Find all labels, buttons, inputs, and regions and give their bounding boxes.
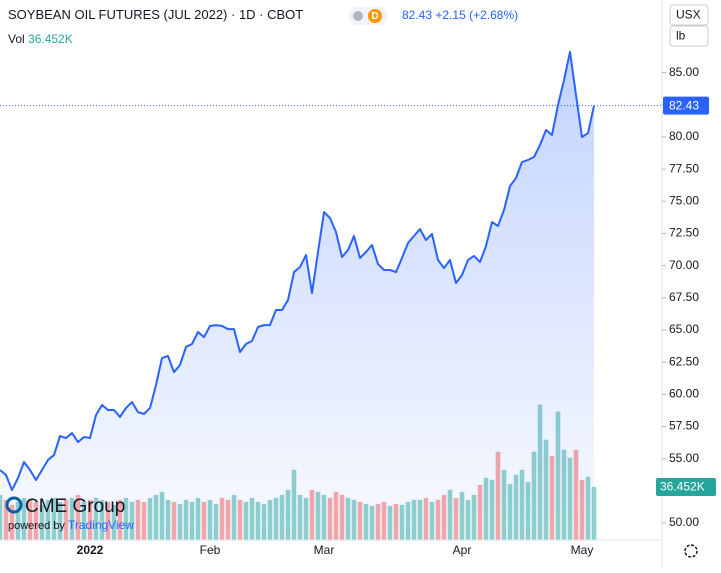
y-tick-label: 65.00 — [669, 322, 699, 336]
y-tick-label: 57.50 — [669, 419, 699, 433]
y-tick-label: 50.00 — [669, 515, 699, 529]
unit-select[interactable] — [669, 25, 709, 47]
unit: lb — [676, 29, 686, 43]
y-tick-label: 75.00 — [669, 193, 699, 207]
powered-by: powered by TradingView — [8, 518, 134, 532]
symbol: SOYBEAN OIL FUTURES (JUL 2022) — [8, 7, 227, 22]
logo-icon — [5, 496, 23, 514]
price-line — [0, 50, 595, 492]
x-tick-label: 2022 — [77, 543, 104, 557]
vol-legend: Vol 36.452K — [8, 32, 73, 46]
currency-select[interactable] — [669, 4, 709, 26]
last-price-box — [663, 96, 709, 115]
y-tick-label: 67.50 — [669, 290, 699, 304]
y-tick-label: 62.50 — [669, 354, 699, 368]
settings-icon[interactable] — [684, 544, 698, 558]
last-price-label: 82.43 — [669, 98, 699, 112]
vol-label: Vol — [8, 32, 25, 46]
delay-badge: D — [371, 11, 378, 22]
y-tick-label: 70.00 — [669, 258, 699, 272]
last-volume-box — [656, 478, 716, 497]
change-pct: (+2.68%) — [469, 8, 518, 22]
price-layer — [0, 50, 662, 541]
interval[interactable]: 1D — [239, 7, 256, 22]
brand[interactable]: TradingView — [68, 518, 134, 532]
y-tick-label: 77.50 — [669, 161, 699, 175]
x-tick-label: May — [571, 543, 594, 557]
time-axis: 2022 Feb Mar Apr May — [77, 543, 594, 557]
delay-dot — [368, 9, 382, 23]
status-dot — [353, 11, 363, 21]
exchange: CBOT — [267, 7, 303, 22]
last-volume-label: 36.452K — [660, 480, 705, 494]
powered: powered by — [8, 520, 65, 532]
x-tick-label: Apr — [453, 543, 472, 557]
y-tick-label: 72.50 — [669, 226, 699, 240]
y-tick-label: 55.00 — [669, 451, 699, 465]
x-tick-label: Feb — [200, 543, 221, 557]
x-tick-label: Mar — [314, 543, 335, 557]
last: 82.43 — [402, 8, 432, 22]
vol-value: 36.452K — [28, 32, 73, 46]
last-quote: 82.43 +2.15 (+2.68%) — [402, 8, 518, 22]
logo-name: CME Group — [25, 496, 125, 517]
price-area — [0, 51, 594, 541]
price-axis: 50.0052.5055.0057.5060.0062.5065.0067.50… — [656, 65, 716, 529]
y-tick-label: 85.00 — [669, 65, 699, 79]
y-tick-label: 80.00 — [669, 129, 699, 143]
y-tick-label: 60.00 — [669, 386, 699, 400]
change: +2.15 — [435, 8, 466, 22]
symbol-title: SOYBEAN OIL FUTURES (JUL 2022) · 1D · CB… — [8, 7, 303, 22]
currency: USX — [676, 8, 701, 22]
